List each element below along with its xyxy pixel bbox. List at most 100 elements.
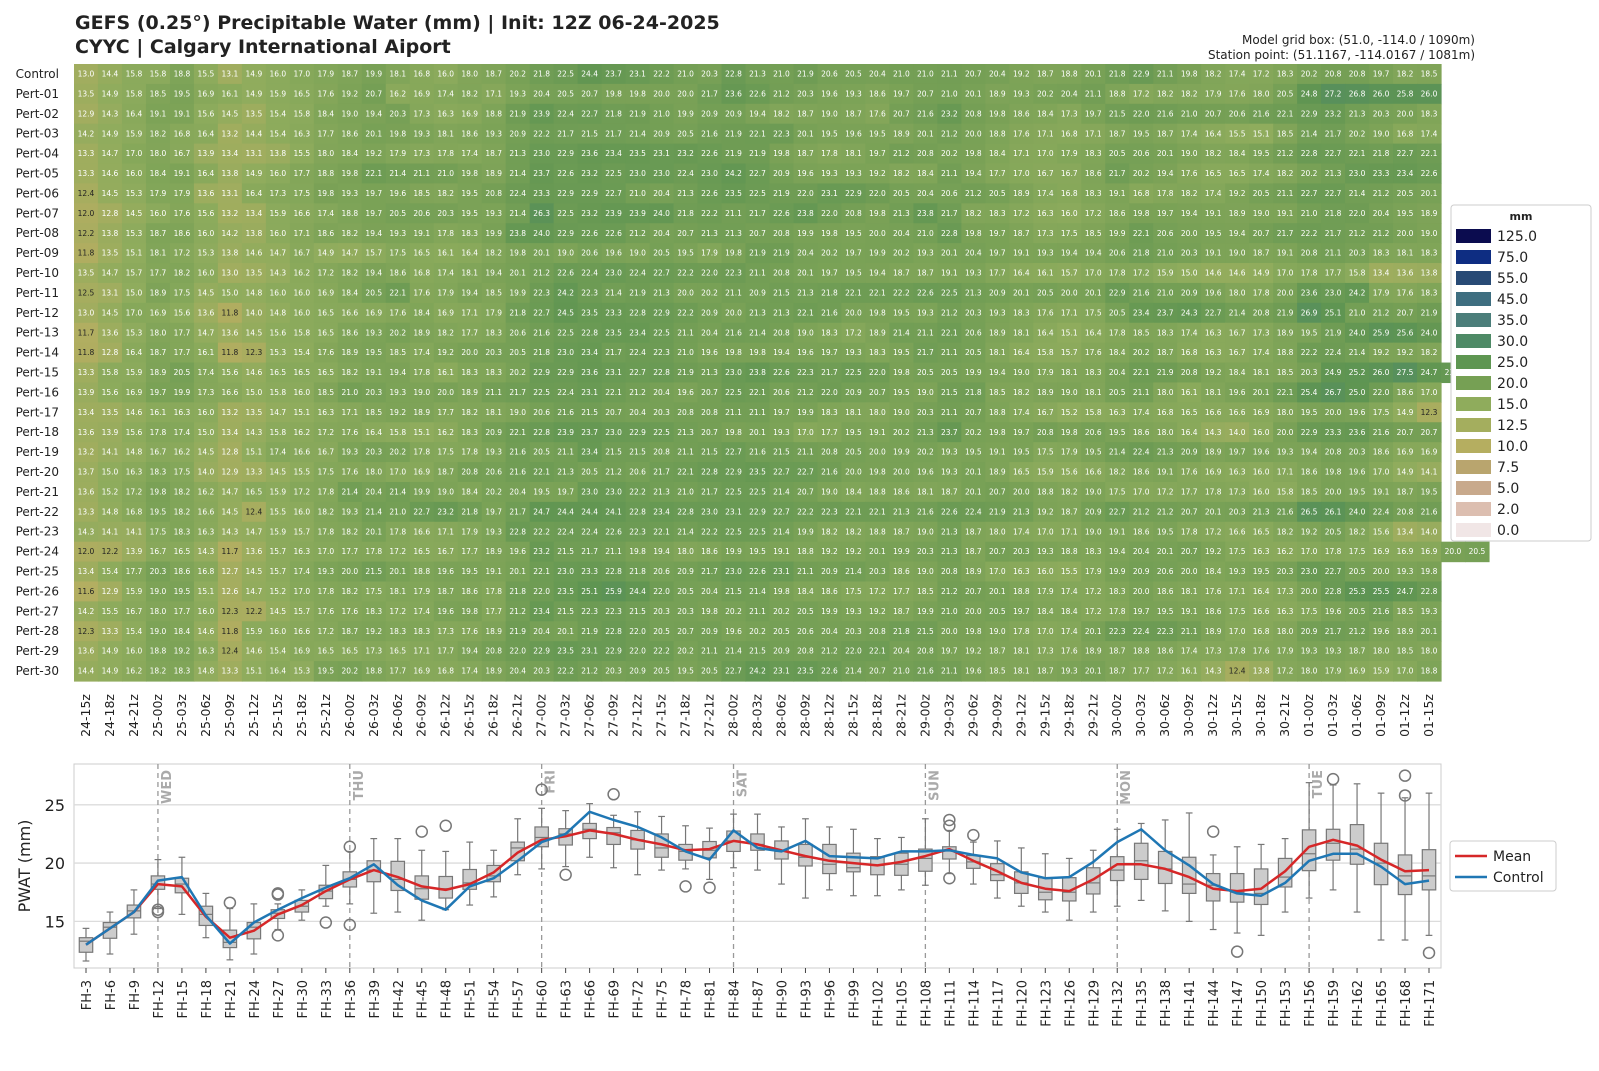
cell-value: 17.2 <box>317 269 334 278</box>
cell-value: 17.4 <box>1013 408 1030 417</box>
heatmap-cell <box>529 322 555 344</box>
x-tick-label: FH-36 <box>344 980 359 1019</box>
heatmap-cell <box>817 83 843 105</box>
cell-value: 24.5 <box>557 308 574 317</box>
heatmap-cell <box>1225 282 1250 304</box>
cell-value: 20.6 <box>485 468 502 477</box>
row-label: Pert-23 <box>16 525 59 539</box>
heatmap-cell <box>385 83 411 105</box>
heatmap-cell <box>649 123 675 145</box>
heatmap-cell <box>481 243 507 264</box>
cell-value: 20.7 <box>749 229 766 238</box>
heatmap-cell <box>289 263 315 284</box>
cell-value: 24.8 <box>1301 89 1318 98</box>
heatmap-cell <box>913 243 938 264</box>
x-tick-label: FH-75 <box>656 980 671 1019</box>
cell-value: 17.2 <box>293 488 310 497</box>
cell-value: 18.6 <box>1205 607 1222 616</box>
heatmap-cell <box>1057 322 1082 344</box>
heatmap-cell <box>265 103 291 125</box>
legend-label: 10.0 <box>1497 439 1528 455</box>
cell-value: 21.5 <box>557 547 574 556</box>
cell-value: 17.1 <box>461 308 478 317</box>
cell-value: 23.4 <box>1133 308 1150 317</box>
cell-value: 21.0 <box>917 229 934 238</box>
cell-value: 17.9 <box>1325 667 1342 676</box>
heatmap-cell <box>1345 243 1370 264</box>
cell-value: 13.4 <box>222 428 239 437</box>
cell-value: 17.4 <box>269 448 286 457</box>
cell-value: 19.4 <box>1301 448 1318 457</box>
cell-value: 18.7 <box>1037 667 1054 676</box>
heatmap-cell <box>625 263 651 284</box>
cell-value: 17.8 <box>413 368 430 377</box>
cell-value: 20.0 <box>869 229 886 238</box>
cell-value: 22.1 <box>869 507 886 516</box>
cell-value: 23.5 <box>557 587 574 596</box>
heatmap-cell <box>1081 64 1106 85</box>
cell-value: 21.6 <box>821 468 838 477</box>
cell-value: 22.7 <box>773 468 790 477</box>
heatmap-cell <box>433 83 459 105</box>
cell-value: 21.4 <box>509 169 526 178</box>
cell-value: 21.3 <box>701 229 718 238</box>
cell-value: 22.0 <box>653 587 670 596</box>
cell-value: 21.6 <box>1421 507 1438 516</box>
column-label: 27-21z <box>702 694 717 737</box>
cell-value: 17.8 <box>461 448 478 457</box>
heatmap-cell <box>385 243 411 264</box>
cell-value: 18.6 <box>1157 647 1174 656</box>
cell-value: 17.4 <box>1013 527 1030 536</box>
heatmap-cell <box>793 103 819 125</box>
heatmap-cell <box>385 322 411 344</box>
heatmap-cell <box>961 143 986 165</box>
cell-value: 21.2 <box>1373 308 1390 317</box>
cell-value: 17.4 <box>1229 70 1246 79</box>
heatmap-cell <box>505 64 531 85</box>
heatmap-cell <box>697 302 723 324</box>
cell-value: 23.2 <box>437 507 454 516</box>
heatmap-cell <box>1129 322 1154 344</box>
cell-value: 21.9 <box>1277 308 1294 317</box>
cell-value: 20.7 <box>677 627 694 636</box>
heatmap-cell <box>505 223 531 244</box>
cell-value: 13.5 <box>102 408 119 417</box>
heatmap-cell <box>865 263 891 284</box>
x-tick-label: FH-63 <box>560 980 575 1019</box>
cell-value: 16.7 <box>317 448 334 457</box>
cell-value: 20.5 <box>1277 89 1294 98</box>
cell-value: 20.0 <box>653 89 670 98</box>
heatmap-cell <box>601 322 627 344</box>
cell-value: 18.7 <box>845 109 862 118</box>
cell-value: 19.5 <box>677 249 694 258</box>
cell-value: 18.0 <box>1157 388 1174 397</box>
cell-value: 20.8 <box>701 408 718 417</box>
column-label: 26-15z <box>462 694 477 737</box>
cell-value: 14.7 <box>269 249 286 258</box>
cell-value: 22.5 <box>557 328 574 337</box>
cell-value: 22.7 <box>1325 189 1342 198</box>
cell-value: 15.5 <box>1229 129 1246 138</box>
cell-value: 17.8 <box>317 587 334 596</box>
column-label: 01-03z <box>1325 694 1340 737</box>
heatmap-cell <box>697 143 723 165</box>
heatmap-cell <box>121 282 147 304</box>
cell-value: 22.8 <box>533 428 550 437</box>
day-label: THU <box>352 770 367 800</box>
cell-value: 20.5 <box>1037 288 1054 297</box>
heatmap-cell <box>337 322 363 344</box>
cell-value: 19.5 <box>150 507 167 516</box>
heatmap-cell <box>1057 223 1082 244</box>
cell-value: 16.3 <box>1037 209 1054 218</box>
y-tick-label: 20 <box>45 854 65 873</box>
cell-value: 21.2 <box>1373 229 1390 238</box>
cell-value: 22.9 <box>533 368 550 377</box>
cell-value: 17.7 <box>1133 667 1150 676</box>
cell-value: 16.0 <box>269 627 286 636</box>
cell-value: 14.3 <box>198 547 215 556</box>
heatmap-cell <box>169 183 195 204</box>
legend-swatch <box>1456 313 1491 327</box>
cell-value: 22.6 <box>1421 169 1438 178</box>
heatmap-cell <box>745 103 771 125</box>
cell-value: 23.0 <box>725 567 742 576</box>
